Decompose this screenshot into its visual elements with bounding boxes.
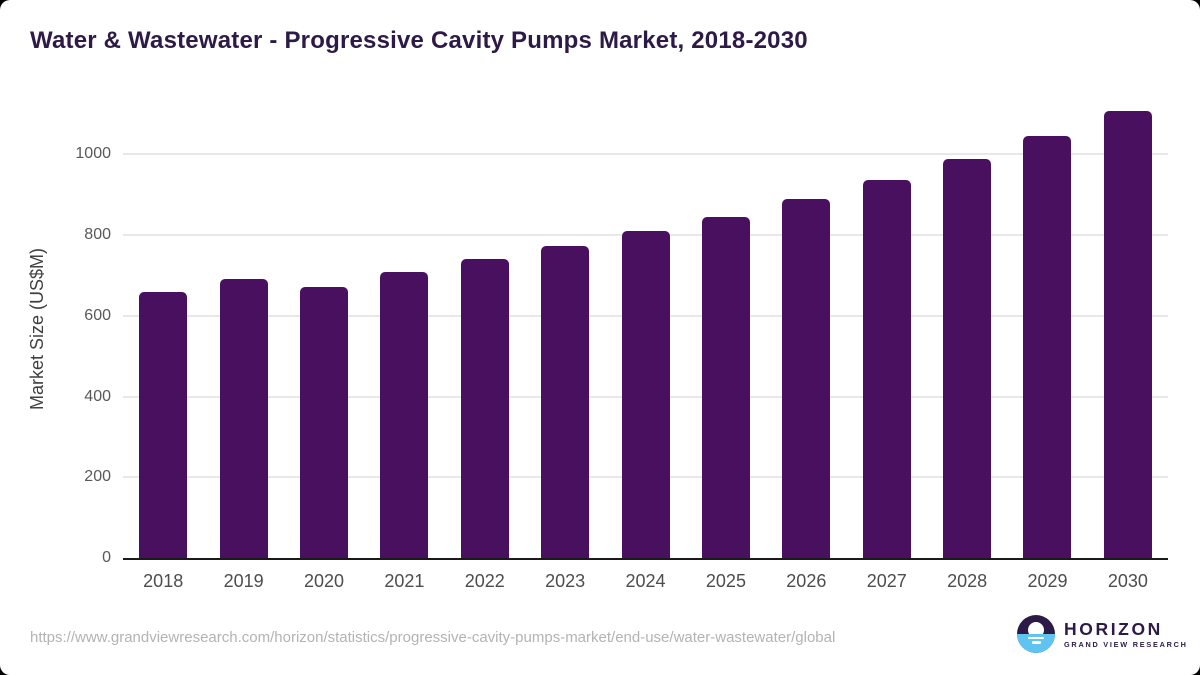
bar-2026[interactable] (782, 198, 831, 558)
bar-slot-2020 (284, 100, 364, 558)
y-axis-title: Market Size (US$M) (27, 247, 47, 411)
bar-slot-2028 (927, 100, 1007, 558)
bar-slot-2019 (203, 100, 283, 558)
bar-2027[interactable] (862, 180, 911, 558)
logo-brand-subtitle: GRAND VIEW RESEARCH (1064, 640, 1188, 649)
chart-title: Water & Wastewater - Progressive Cavity … (30, 27, 808, 54)
logo-brand-name: HORIZON (1064, 619, 1163, 639)
x-tick-label-2023: 2023 (545, 571, 586, 591)
bar-slot-2021 (364, 100, 444, 558)
x-tick-label-2019: 2019 (223, 571, 264, 591)
horizon-logo-icon (1017, 615, 1055, 653)
x-tick-label-2022: 2022 (464, 571, 505, 591)
bar-series (123, 100, 1168, 558)
x-tick-label-2020: 2020 (303, 571, 344, 591)
x-tick-label-2030: 2030 (1107, 571, 1148, 591)
horizon-logo: HORIZON GRAND VIEW RESEARCH (1017, 615, 1188, 653)
x-tick-label-2018: 2018 (143, 571, 184, 591)
x-axis-line (123, 558, 1168, 560)
y-tick-label-400: 400 (84, 387, 111, 405)
x-tick-label-2028: 2028 (947, 571, 988, 591)
bar-2021[interactable] (380, 272, 429, 558)
x-tick-label-2024: 2024 (625, 571, 666, 591)
bar-slot-2023 (525, 100, 605, 558)
bar-slot-2022 (445, 100, 525, 558)
bar-slot-2027 (847, 100, 927, 558)
logo-sea-shape (1017, 634, 1055, 653)
bar-2018[interactable] (139, 292, 188, 558)
bar-2028[interactable] (943, 158, 992, 558)
bar-slot-2024 (605, 100, 685, 558)
x-axis: 2018 2019 2020 2021 2022 2023 2024 2025 2026 2027… (123, 560, 1168, 592)
plot-area: Market Size (US$M) 0 200 400 600 800 1000 (27, 100, 1168, 566)
y-tick-label-800: 800 (84, 226, 111, 244)
y-tick-label-200: 200 (84, 468, 111, 486)
bar-slot-2025 (686, 100, 766, 558)
bar-2029[interactable] (1023, 135, 1072, 558)
bar-2025[interactable] (701, 217, 750, 558)
bar-2020[interactable] (299, 286, 348, 558)
bar-2023[interactable] (541, 246, 590, 558)
bar-slot-2029 (1007, 100, 1087, 558)
bar-slot-2030 (1088, 100, 1168, 558)
logo-wordmark: HORIZON GRAND VIEW RESEARCH (1064, 619, 1188, 649)
logo-wave-shape (1028, 636, 1044, 639)
source-url: https://www.grandviewresearch.com/horizo… (30, 629, 836, 646)
y-tick-label-1000: 1000 (75, 145, 111, 163)
x-tick-label-2025: 2025 (705, 571, 746, 591)
x-tick-label-2021: 2021 (384, 571, 425, 591)
bar-2030[interactable] (1103, 111, 1152, 558)
x-tick-label-2026: 2026 (786, 571, 827, 591)
logo-wave-shape (1031, 641, 1041, 644)
gridline-1000 (123, 153, 1168, 156)
y-tick-label-600: 600 (84, 306, 111, 324)
bar-2024[interactable] (621, 230, 670, 558)
x-tick-label-2029: 2029 (1027, 571, 1068, 591)
x-tick-label-2027: 2027 (866, 571, 907, 591)
bar-2019[interactable] (219, 278, 268, 558)
y-tick-label-0: 0 (102, 549, 111, 566)
bar-slot-2026 (766, 100, 846, 558)
bar-slot-2018 (123, 100, 203, 558)
bar-2022[interactable] (460, 258, 509, 558)
